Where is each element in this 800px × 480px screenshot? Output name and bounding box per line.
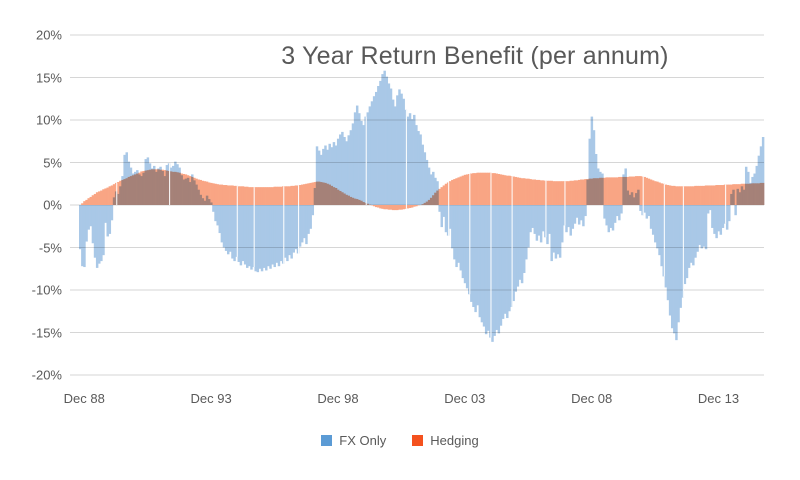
x-axis-label: Dec 08 [571,391,613,406]
fx-only-swatch-icon [321,435,333,446]
y-axis-label: -5% [38,240,62,255]
y-axis-label: 15% [35,70,62,85]
x-axis-label: Dec 03 [444,391,486,406]
legend-label-hedging: Hedging [430,433,479,448]
chart-title: 3 Year Return Benefit (per annum) [281,42,669,70]
legend-item-hedging: Hedging [412,433,479,448]
legend: FX Only Hedging [0,433,800,448]
y-axis-label: 0% [43,197,62,213]
hedging-swatch-icon [412,435,424,446]
x-axis-label: Dec 93 [190,391,232,406]
y-axis-label: 10% [35,112,62,128]
legend-item-fx-only: FX Only [321,433,386,448]
y-axis-label: -10% [31,282,62,298]
y-axis-label: 20% [35,27,62,43]
x-axis-label: Dec 88 [63,391,105,406]
y-axis-label: 5% [43,155,62,170]
legend-label-fx-only: FX Only [339,433,387,448]
x-axis-label: Dec 13 [697,391,740,406]
y-axis-label: -20% [31,367,62,383]
y-axis-label: -15% [31,325,62,340]
x-axis-label: Dec 98 [317,391,359,406]
